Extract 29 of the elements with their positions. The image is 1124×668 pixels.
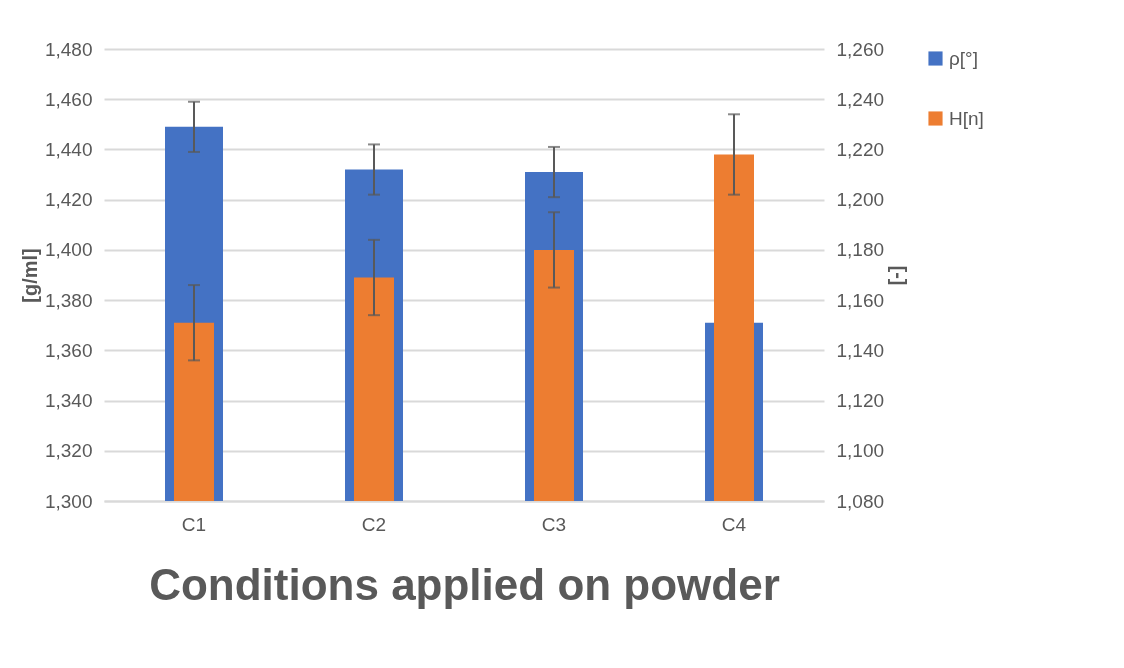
y-tick-label: 1,460 [44, 88, 93, 110]
y-tick-label: 1,320 [44, 440, 93, 462]
y-tick-label: 1,420 [44, 189, 93, 211]
y-tick-label: 1,400 [44, 239, 93, 261]
y2-tick-label: 1,200 [836, 189, 885, 211]
y2-tick-label: 1,180 [836, 239, 885, 261]
y2-axis-title: [-] [888, 265, 911, 286]
y-tick-label: 1,480 [44, 38, 93, 60]
y2-tick-label: 1,160 [836, 289, 885, 311]
x-axis-title: Conditions applied on powder [149, 559, 780, 609]
legend-label: ρ[°] [949, 47, 978, 69]
legend-label: H[n] [949, 107, 984, 129]
y2-tick-label: 1,080 [836, 490, 885, 512]
y2-tick-label: 1,120 [836, 390, 885, 412]
y2-tick-label: 1,260 [836, 38, 885, 60]
x-tick-label: C1 [181, 513, 207, 535]
y2-tick-label: 1,220 [836, 138, 885, 160]
x-tick-label: C4 [721, 513, 747, 535]
y-tick-label: 1,380 [44, 289, 93, 311]
y-tick-label: 1,300 [44, 490, 93, 512]
x-tick-label: C3 [541, 513, 567, 535]
y-tick-label: 1,440 [44, 138, 93, 160]
y-tick-label: 1,360 [44, 339, 93, 361]
y2-tick-label: 1,100 [836, 440, 885, 462]
y2-tick-label: 1,240 [836, 88, 885, 110]
y2-tick-label: 1,140 [836, 339, 885, 361]
y-axis-title: [g/ml] [18, 248, 41, 303]
x-tick-label: C2 [361, 513, 387, 535]
y-tick-label: 1,340 [44, 390, 93, 412]
